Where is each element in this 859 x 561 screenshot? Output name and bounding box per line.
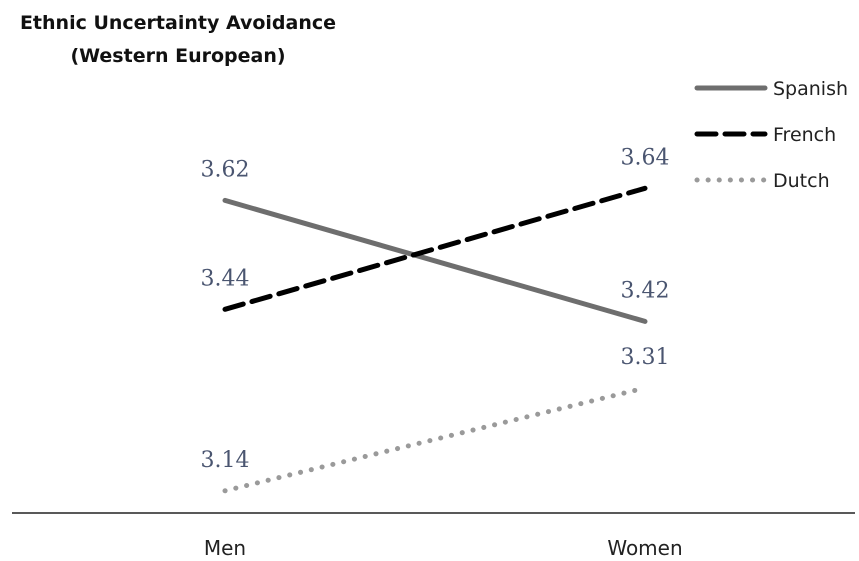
data-label-spanish-1: 3.42 <box>621 278 670 303</box>
data-label-dutch-1: 3.31 <box>621 345 670 370</box>
series-line-french <box>222 185 648 312</box>
legend-label-spanish: Spanish <box>773 78 848 100</box>
legend: Spanish French Dutch <box>694 78 848 192</box>
data-label-spanish-0: 3.62 <box>201 157 250 182</box>
chart-subtitle: (Western European) <box>70 45 285 67</box>
legend-label-french: French <box>773 124 836 146</box>
series-layer <box>222 185 648 494</box>
data-label-dutch-0: 3.14 <box>201 448 250 473</box>
data-label-layer: 3.62 3.42 3.44 3.64 3.14 3.31 <box>201 145 670 473</box>
data-label-french-0: 3.44 <box>201 266 250 291</box>
series-line-dutch <box>222 385 648 494</box>
x-tick-label-women: Women <box>607 536 682 560</box>
data-label-french-1: 3.64 <box>621 145 670 170</box>
series-line-spanish <box>222 197 648 324</box>
chart-title: Ethnic Uncertainty Avoidance <box>20 12 336 34</box>
x-tick-label-men: Men <box>204 536 246 560</box>
legend-label-dutch: Dutch <box>773 170 830 192</box>
